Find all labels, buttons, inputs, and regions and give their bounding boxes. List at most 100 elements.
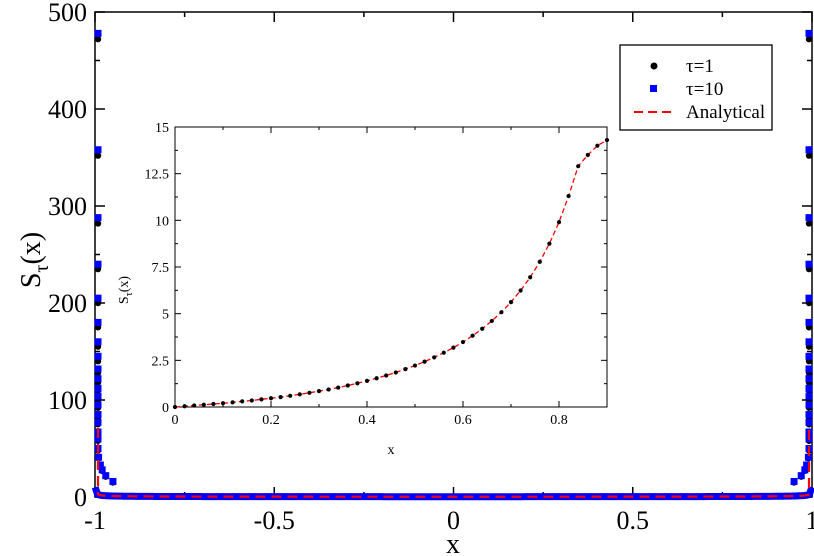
inset-point-tau1 bbox=[326, 387, 331, 392]
inset-point-tau1 bbox=[595, 143, 600, 148]
inset-point-tau1 bbox=[489, 318, 494, 324]
y-tick-label: 15 bbox=[155, 121, 169, 136]
inset-point-tau1 bbox=[480, 326, 485, 331]
point-tau10 bbox=[94, 375, 102, 383]
inset-point-tau1 bbox=[182, 404, 187, 409]
x-tick-label: -0.5 bbox=[254, 506, 295, 535]
legend-marker-tau1 bbox=[650, 62, 658, 70]
inset-y-title-base: S bbox=[117, 296, 132, 304]
x-tick-label: 0.6 bbox=[454, 413, 472, 428]
point-tau10 bbox=[805, 375, 813, 383]
inset-point-tau1 bbox=[566, 193, 571, 199]
inset-point-tau1 bbox=[220, 401, 226, 406]
x-tick-label: 0 bbox=[172, 413, 179, 428]
inset-point-tau1 bbox=[470, 333, 475, 338]
inset-point-tau1 bbox=[364, 378, 370, 383]
inset-analytical-line bbox=[174, 139, 608, 408]
inset-point-tau1 bbox=[441, 350, 446, 355]
point-tau10 bbox=[805, 318, 813, 326]
point-tau1 bbox=[94, 220, 102, 227]
point-tau10 bbox=[804, 453, 812, 461]
inset-point-tau1 bbox=[259, 397, 264, 402]
point-tau10 bbox=[94, 392, 102, 400]
point-tau10 bbox=[805, 146, 813, 154]
point-tau10 bbox=[109, 477, 117, 485]
point-tau10 bbox=[805, 214, 813, 222]
point-tau10 bbox=[805, 29, 813, 37]
y-tick-label: 12.5 bbox=[145, 168, 170, 183]
x-tick-label: 0.8 bbox=[550, 413, 568, 428]
inset-ticks: 0 0.2 0.4 0.6 0.8 0 2.5 5 7.5 10 12.5 15 bbox=[145, 121, 607, 428]
point-tau10 bbox=[94, 365, 102, 373]
point-tau10 bbox=[805, 365, 813, 373]
x-tick-label: 0.4 bbox=[358, 413, 376, 428]
inset-point-tau1 bbox=[403, 367, 408, 372]
inset-point-tau1 bbox=[297, 392, 302, 397]
legend-label-analytical: Analytical bbox=[686, 102, 765, 123]
inset-point-tau1 bbox=[576, 164, 581, 169]
inset-x-axis-title: x bbox=[388, 443, 395, 458]
point-tau10 bbox=[96, 461, 104, 469]
inset-point-tau1 bbox=[374, 376, 379, 381]
legend-marker-tau10 bbox=[650, 85, 657, 92]
point-tau10 bbox=[805, 352, 813, 360]
inset-point-tau1 bbox=[307, 390, 312, 395]
point-tau1 bbox=[805, 220, 813, 227]
inset-point-tau1 bbox=[355, 381, 360, 386]
inset-point-tau1 bbox=[422, 359, 427, 364]
inset-point-tau1 bbox=[528, 275, 533, 280]
y-tick-label: 100 bbox=[48, 386, 87, 415]
y-tick-label: 0 bbox=[74, 483, 87, 512]
point-tau10 bbox=[805, 338, 813, 346]
x-tick-label: 0 bbox=[447, 506, 460, 535]
point-tau1 bbox=[94, 35, 102, 43]
point-tau10 bbox=[94, 338, 102, 346]
point-tau10 bbox=[98, 466, 106, 474]
point-tau10 bbox=[803, 461, 811, 469]
inset-point-tau1 bbox=[604, 137, 610, 143]
inset-point-tau1 bbox=[508, 299, 514, 305]
x-tick-label: 0.5 bbox=[617, 506, 650, 535]
point-tau10 bbox=[805, 401, 813, 409]
point-tau10 bbox=[801, 466, 809, 474]
point-tau10 bbox=[102, 472, 110, 480]
inset-point-tau1 bbox=[192, 403, 197, 408]
inset-point-tau1 bbox=[585, 152, 590, 158]
main-x-axis-title: x bbox=[446, 529, 460, 556]
y-tick-label: 500 bbox=[48, 0, 87, 27]
inset-y-axis-title: Sτ(x) bbox=[117, 276, 135, 304]
y-tick-label: 200 bbox=[48, 289, 87, 318]
point-tau10 bbox=[94, 29, 102, 37]
inset-y-title-sub: τ bbox=[124, 292, 135, 296]
inset-point-tau1 bbox=[230, 400, 235, 405]
point-tau1 bbox=[805, 35, 813, 43]
legend-label-tau1: τ=1 bbox=[686, 56, 714, 77]
inset-point-tau1 bbox=[288, 393, 293, 398]
inset-point-tau1 bbox=[240, 399, 245, 404]
point-tau10 bbox=[805, 294, 813, 302]
series-analytical-line bbox=[96, 427, 811, 498]
svg-text:Sτ(x): Sτ(x) bbox=[117, 276, 135, 304]
inset-point-tau1 bbox=[336, 385, 341, 390]
x-tick-label: 1 bbox=[806, 506, 814, 535]
y-tick-label: 10 bbox=[155, 214, 169, 229]
point-tau10 bbox=[94, 260, 102, 268]
inset-point-tau1 bbox=[412, 363, 418, 368]
inset-point-tau1 bbox=[432, 355, 437, 360]
main-y-axis-title: Sτ(x) bbox=[16, 232, 53, 288]
point-tau10 bbox=[94, 214, 102, 222]
point-tau10 bbox=[94, 411, 102, 419]
point-tau1 bbox=[94, 152, 102, 159]
inset-point-tau1 bbox=[460, 339, 466, 345]
point-tau10 bbox=[805, 384, 813, 392]
main-y-title-base: S bbox=[16, 273, 47, 289]
point-tau10 bbox=[94, 352, 102, 360]
point-tau10 bbox=[94, 435, 102, 443]
legend: τ=1 τ=10 Analytical bbox=[619, 44, 773, 131]
inset-point-tau1 bbox=[556, 220, 562, 225]
point-tau10 bbox=[94, 401, 102, 409]
inset-point-tau1 bbox=[537, 259, 542, 264]
inset-point-tau1 bbox=[172, 404, 178, 410]
